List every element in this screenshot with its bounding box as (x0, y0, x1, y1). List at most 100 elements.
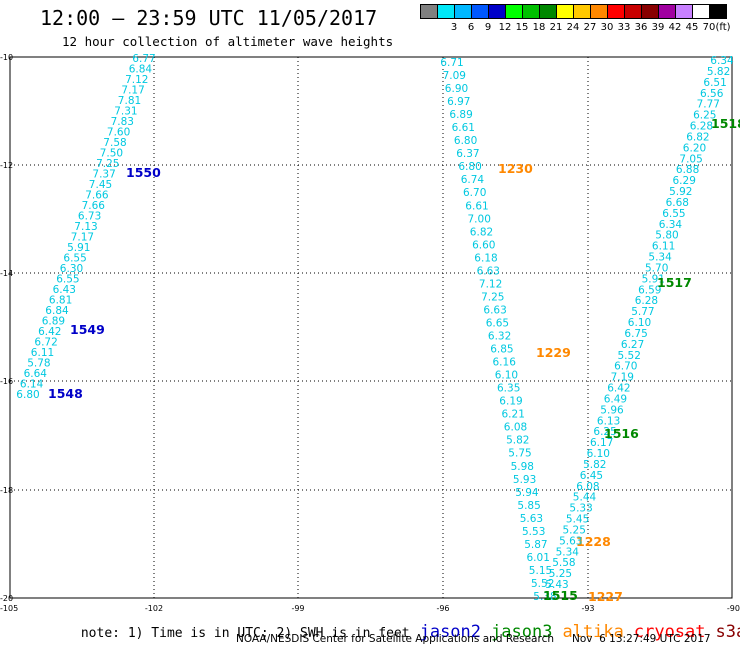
swh-value: 5.25 (563, 524, 586, 536)
legend-label: 24 (566, 22, 580, 33)
note-text: note: 1) Time is in UTC; 2) SWH is in fe… (80, 626, 410, 641)
latitude-tick-label: -18 (0, 486, 13, 495)
swh-value: 6.68 (666, 197, 689, 209)
swh-value: 6.64 (24, 368, 48, 380)
swh-value: 5.38 (533, 591, 556, 603)
legend-label: 42 (668, 22, 682, 33)
longitude-tick-label: -102 (145, 604, 163, 613)
swh-value: 5.70 (645, 262, 668, 274)
swh-value: 6.72 (34, 337, 57, 349)
footer-timestamp: Nov 6 13:27:49 UTC 2017 (572, 633, 711, 645)
swh-value: 6.17 (590, 437, 613, 449)
swh-value: 5.77 (631, 306, 654, 318)
swh-value: 6.49 (604, 393, 627, 405)
map-title: 12:00 — 23:59 UTC 11/05/2017 (40, 6, 378, 30)
swh-value: 6.37 (456, 148, 479, 160)
swh-value: 6.61 (452, 122, 475, 134)
swh-value: 7.83 (111, 116, 134, 128)
latitude-tick-label: -14 (0, 269, 13, 278)
pass-time-label: 1227 (588, 589, 623, 604)
swh-value: 6.88 (676, 164, 699, 176)
longitude-tick-label: -93 (581, 604, 594, 613)
legend-swatch (709, 4, 727, 19)
swh-value: 5.63 (520, 513, 543, 525)
swh-value: 5.92 (669, 186, 692, 198)
swh-value: 5.98 (511, 461, 534, 473)
swh-value: 6.84 (129, 64, 153, 76)
swh-value: 6.25 (693, 110, 716, 122)
swh-value: 6.28 (635, 295, 658, 307)
swh-value: 6.56 (700, 88, 724, 100)
pass-time-label: 1230 (498, 161, 533, 176)
swh-value: 6.29 (673, 175, 696, 187)
swh-value: 6.35 (497, 383, 520, 395)
swh-value: 5.80 (655, 230, 678, 242)
legend-label: 70 (702, 22, 716, 33)
swh-value: 7.58 (103, 137, 126, 149)
legend-label: 15 (515, 22, 529, 33)
swh-value: 5.52 (531, 578, 554, 590)
swh-value: 7.50 (100, 148, 123, 160)
swh-value: 6.89 (449, 109, 472, 121)
longitude-tick-label: -99 (291, 604, 304, 613)
swh-value: 7.13 (74, 221, 97, 233)
swh-value: 5.94 (515, 487, 539, 499)
swh-value: 5.96 (600, 404, 624, 416)
swh-value: 6.14 (20, 379, 44, 391)
pass-time-label: 1549 (70, 322, 105, 337)
swh-value: 5.63 (559, 535, 582, 547)
swh-value: 6.84 (45, 305, 69, 317)
swh-value: 6.11 (31, 347, 54, 359)
swh-value: 6.70 (614, 361, 637, 373)
swh-value: 7.00 (468, 213, 491, 225)
latitude-tick-label: -10 (0, 53, 13, 62)
swh-value: 7.66 (82, 200, 106, 212)
swh-value: 7.17 (71, 232, 94, 244)
satellite-legend-cryosat: cryosat (633, 622, 706, 642)
swh-value: 7.12 (125, 74, 148, 86)
swh-value: 6.34 (659, 219, 683, 231)
legend-label: 39 (651, 22, 665, 33)
swh-value: 5.15 (529, 565, 552, 577)
swh-value: 5.82 (707, 66, 730, 78)
swh-value: 7.31 (114, 106, 137, 118)
swh-value: 6.34 (710, 55, 734, 67)
satellite-legend-jason3: jason3 (491, 622, 553, 642)
swh-value: 6.80 (458, 161, 481, 173)
footer-credit: NOAA/NESDIS Center for Satellite Applica… (236, 633, 554, 645)
swh-value: 5.33 (569, 503, 592, 515)
swh-value: 6.43 (53, 284, 76, 296)
footer: NOAA/NESDIS Center for Satellite Applica… (236, 633, 711, 645)
swh-value: 6.13 (597, 415, 620, 427)
pass-time-label: 1517 (657, 275, 692, 290)
pass-time-label: 1550 (126, 165, 161, 180)
legend-label: 9 (484, 22, 492, 33)
swh-value: 6.10 (587, 448, 610, 460)
swh-value: 6.18 (474, 252, 497, 264)
swh-value: 6.25 (593, 426, 616, 438)
swh-value: 7.17 (121, 85, 144, 97)
swh-value: 6.63 (477, 265, 500, 277)
longitude-tick-label: -96 (436, 604, 449, 613)
satellite-legend-s3a: s3a (715, 622, 740, 642)
swh-value: 6.10 (495, 370, 518, 382)
pass-time-label: 1228 (576, 534, 611, 549)
swh-value: 5.25 (549, 568, 572, 580)
swh-value: 6.70 (463, 187, 486, 199)
legend-label: 21 (549, 22, 563, 33)
swh-value: 6.90 (445, 83, 468, 95)
swh-value: 7.66 (85, 190, 109, 202)
latitude-tick-label: -16 (0, 377, 13, 386)
swh-value: 5.34 (556, 546, 580, 558)
swh-value: 6.75 (624, 328, 647, 340)
swh-value: 5.93 (513, 474, 536, 486)
pass-time-label: 1229 (536, 345, 571, 360)
swh-value: 7.77 (697, 99, 720, 111)
swh-value: 6.30 (60, 263, 83, 275)
legend-label: 3 (450, 22, 458, 33)
swh-value: 6.08 (576, 481, 599, 493)
swh-value: 6.74 (461, 174, 485, 186)
legend-label: 27 (583, 22, 597, 33)
pass-time-label: 1516 (604, 426, 639, 441)
